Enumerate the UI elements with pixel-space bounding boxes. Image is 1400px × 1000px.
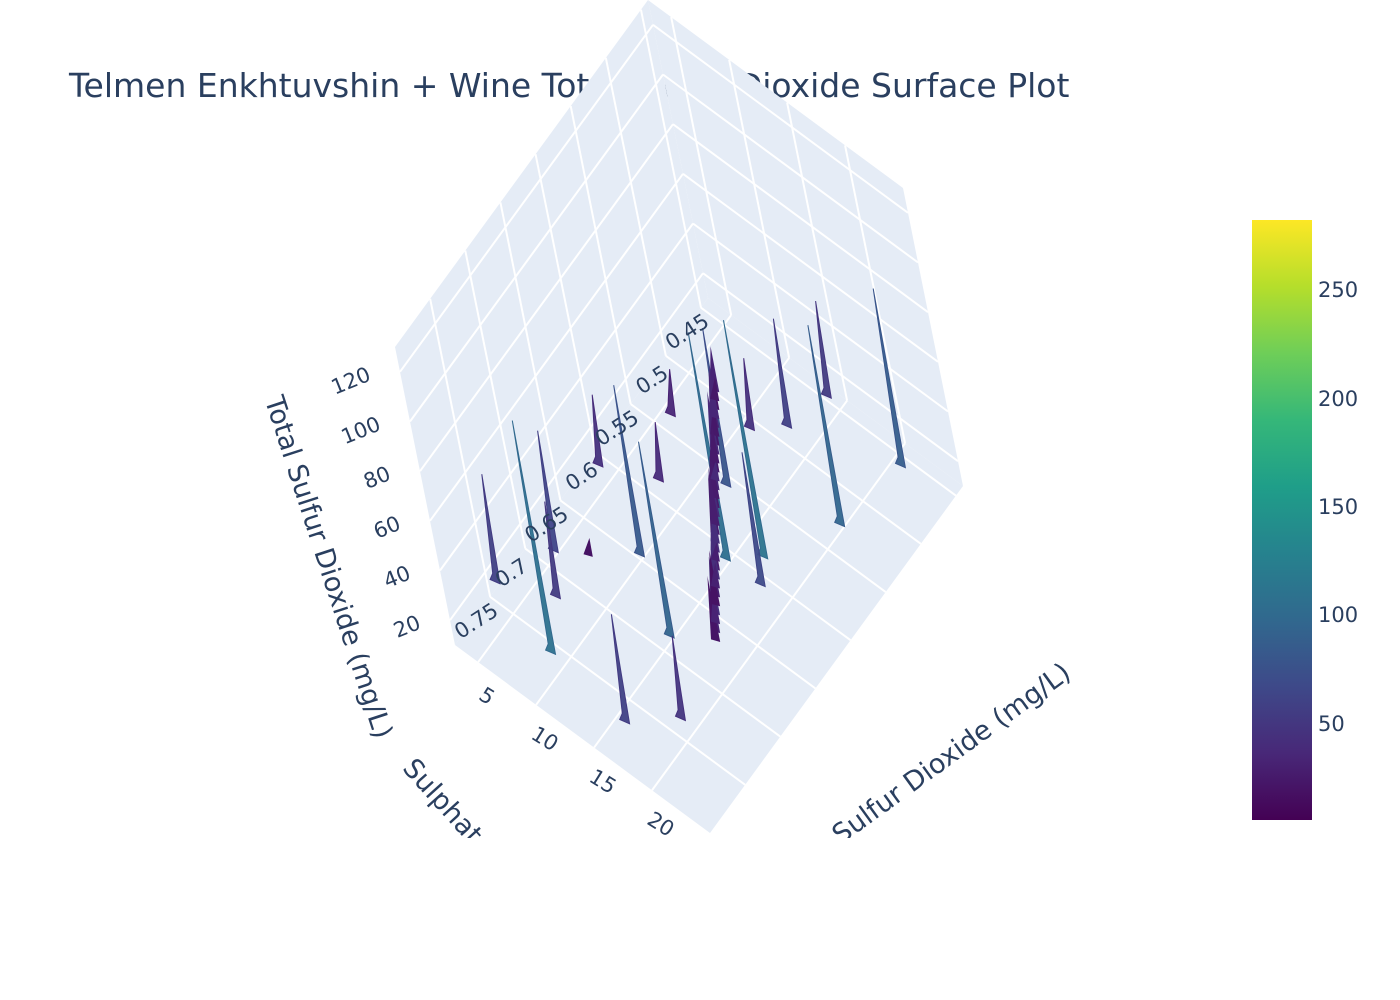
surface-peak[interactable]: [741, 452, 766, 588]
surface-peak[interactable]: [671, 635, 687, 722]
surface-peak[interactable]: [591, 394, 604, 468]
colorbar-tick-label: 100: [1318, 603, 1359, 628]
gridline-z: [439, 222, 694, 572]
gridline-z: [419, 123, 674, 472]
surface-fragment[interactable]: [710, 422, 720, 464]
x-axis-title: Free Sulfur Dioxide (mg/L): [773, 657, 1076, 889]
gridline-y: [489, 596, 746, 786]
gridline-x: [728, 59, 791, 359]
surface-peak[interactable]: [544, 501, 562, 600]
gridline-y: [665, 355, 922, 545]
z-tick-label: 40: [380, 561, 414, 593]
gridline-z: [662, 73, 919, 264]
gridline-x: [844, 145, 907, 444]
surface-fragment[interactable]: [710, 542, 720, 562]
colorbar-tick-label: 250: [1318, 278, 1359, 303]
gridline-z: [692, 222, 949, 413]
surface-peak[interactable]: [815, 301, 832, 400]
gridline-z: [702, 272, 959, 462]
gridline-y: [569, 105, 632, 405]
z-tick-label: 80: [360, 462, 394, 494]
surface-peak[interactable]: [610, 614, 631, 725]
plot-scene[interactable]: 51015200.450.50.550.60.650.70.7520406080…: [258, 0, 1077, 926]
gridline-y: [524, 547, 781, 738]
gridline-z: [409, 73, 664, 423]
surface-mesh[interactable]: [481, 288, 907, 725]
gridline-y: [604, 57, 667, 357]
surface-peak[interactable]: [743, 358, 756, 432]
surface-peak[interactable]: [481, 474, 501, 585]
z-axis-title: Total Sulfur Dioxide (mg/L): [258, 391, 398, 742]
colorbar: [1252, 220, 1312, 820]
gridline-y: [559, 499, 817, 690]
gridline-y: [630, 403, 887, 593]
gridline-y: [700, 306, 957, 497]
x-tick-label: 5: [475, 682, 499, 709]
gridline-x: [670, 16, 733, 316]
surface-peak[interactable]: [511, 420, 557, 656]
colorbar-tick-label: 200: [1318, 386, 1359, 411]
surface-peak[interactable]: [652, 422, 665, 483]
gridline-z: [672, 123, 929, 313]
x-tick-label: 15: [585, 764, 620, 799]
z-tick-label: 120: [328, 362, 374, 399]
colorbar-gradient: [1252, 220, 1312, 820]
chart-title: Telmen Enkhtuvshin + Wine Total Sulfur D…: [69, 66, 1070, 105]
colorbar-tick-label: 50: [1318, 711, 1345, 736]
grid-lines: [399, 9, 959, 791]
gridline-x: [786, 102, 849, 401]
surface-peak[interactable]: [638, 441, 675, 639]
surface-fragment[interactable]: [710, 460, 720, 482]
surface-peak[interactable]: [807, 325, 846, 528]
gridline-z: [652, 24, 909, 214]
surface-fragment[interactable]: [710, 562, 720, 589]
surface-fragment[interactable]: [709, 448, 720, 500]
gridline-z: [399, 24, 654, 373]
gridline-y: [534, 154, 597, 453]
gridline-y: [499, 202, 562, 501]
back-left-wall: [395, 0, 708, 645]
gridline-z: [429, 173, 684, 522]
z-tick-label: 20: [390, 611, 424, 643]
z-tick-label: 60: [370, 511, 404, 543]
x-tick-label: 10: [527, 722, 562, 757]
y-axis-title: Sulphates (g/L): [396, 753, 556, 926]
gridline-y: [639, 9, 702, 308]
surface-fragment[interactable]: [710, 377, 720, 402]
surface-fragment[interactable]: [583, 538, 593, 557]
surface-fragment[interactable]: [707, 575, 721, 642]
z-tick-label: 100: [338, 412, 384, 449]
floor-plane: [455, 298, 963, 833]
surface-peak[interactable]: [664, 369, 676, 418]
surface-peak[interactable]: [772, 318, 793, 430]
surface-fragment[interactable]: [710, 346, 720, 393]
surface-peak[interactable]: [613, 385, 646, 558]
x-tick-label: 20: [643, 807, 678, 842]
gridline-z: [682, 173, 939, 363]
gridline-y: [464, 250, 527, 549]
surface-fragment[interactable]: [708, 467, 720, 527]
colorbar-tick-label: 150: [1318, 495, 1359, 520]
gridline-y: [429, 298, 492, 598]
surface-peak[interactable]: [687, 332, 732, 562]
surface-peak[interactable]: [872, 288, 907, 469]
